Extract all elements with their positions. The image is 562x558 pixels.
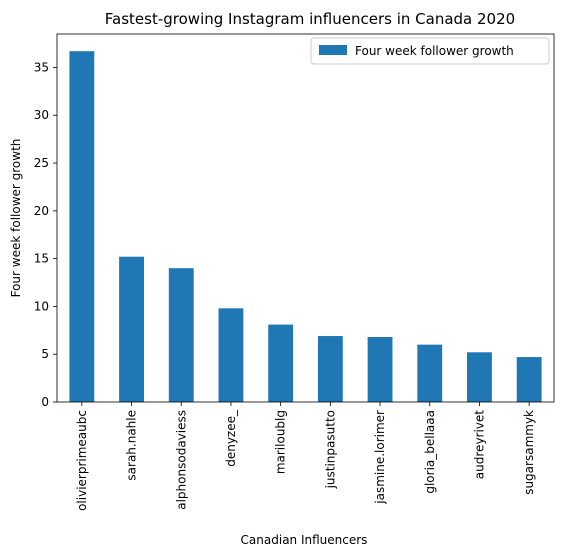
- x-tick-label: olivierprimeaubc: [75, 410, 89, 511]
- chart-title: Fastest-growing Instagram influencers in…: [105, 10, 515, 28]
- bar-audreyrivet: [467, 352, 492, 402]
- legend-frame: [310, 37, 550, 65]
- y-tick-label: 0: [41, 395, 49, 409]
- x-tick-label: audreyrivet: [472, 410, 486, 479]
- bar-sarah.nahle: [119, 256, 144, 402]
- y-tick-label: 25: [34, 156, 49, 170]
- y-axis: 0 5 10 15 20 25 30 35: [34, 60, 57, 409]
- x-tick-label: mariloublg: [274, 410, 288, 474]
- y-tick-label: 35: [34, 60, 49, 74]
- y-tick-label: 5: [41, 347, 49, 361]
- bar-justinpasutto: [317, 336, 343, 402]
- x-tick-label: denyzee_: [224, 409, 238, 467]
- x-axis-label: Canadian Influencers: [241, 533, 368, 547]
- legend-swatch: [319, 45, 347, 55]
- legend-label: Four week follower growth: [355, 44, 514, 58]
- bars-group: [69, 51, 542, 402]
- bar-jasmine.lorimer: [367, 337, 393, 402]
- legend: Four week follower growth: [310, 37, 550, 65]
- x-tick-label: sugarsammyk: [522, 410, 536, 495]
- bar-gloria_bellaaa: [417, 344, 443, 402]
- y-tick-label: 30: [34, 108, 49, 122]
- bar-sugarsammyk: [516, 357, 542, 402]
- bar-mariloublg: [268, 324, 294, 402]
- x-axis: olivierprimeaubc sarah.nahle alphonsodavie…: [75, 402, 536, 511]
- plot-frame: [56, 33, 555, 403]
- y-tick-label: 10: [34, 299, 49, 313]
- bar-alphonsodaviess: [168, 268, 194, 402]
- x-tick-label: sarah.nahle: [125, 410, 139, 481]
- y-tick-label: 15: [34, 252, 49, 266]
- x-tick-label: alphonsodaviess: [174, 410, 188, 510]
- x-tick-label: gloria_bellaaa: [423, 410, 437, 494]
- bar-denyzee_: [218, 308, 244, 402]
- x-tick-label: justinpasutto: [323, 410, 337, 489]
- bar-olivierprimeaubc: [69, 51, 95, 402]
- x-tick-label: jasmine.lorimer: [373, 410, 387, 505]
- y-axis-label: Four week follower growth: [9, 139, 23, 298]
- y-tick-label: 20: [34, 204, 49, 218]
